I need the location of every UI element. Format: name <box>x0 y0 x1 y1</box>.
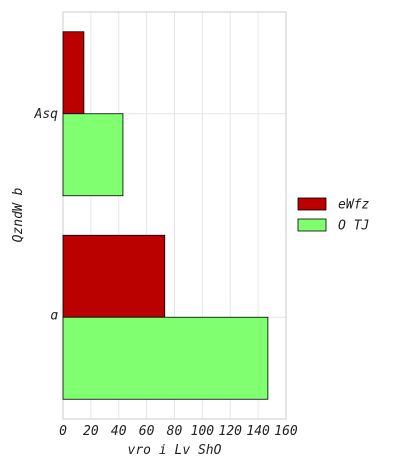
x-tick-label: 120 <box>219 424 243 439</box>
bars <box>62 31 269 400</box>
legend-label: eWfz <box>338 198 369 213</box>
x-tick-label: 40 <box>111 424 127 439</box>
x-tick-label: 160 <box>274 424 298 439</box>
x-tick-label: 140 <box>246 424 270 439</box>
y-tick-label: ɑ <box>50 308 58 323</box>
bar-series-2 <box>62 113 124 197</box>
x-tick-label: 0 <box>59 424 67 439</box>
legend: eWfz O TJ <box>297 197 369 234</box>
plot-area <box>62 11 287 420</box>
x-tick-label: 100 <box>191 424 215 439</box>
y-axis-ticks: Asq ɑ <box>34 107 59 324</box>
x-tick-label: 20 <box>83 424 99 439</box>
y-axis-label: QzndW b <box>11 187 26 242</box>
legend-swatch <box>297 197 327 211</box>
bar-series-1 <box>62 31 85 115</box>
bar-series-2 <box>62 316 269 400</box>
x-tick-label: 60 <box>139 424 155 439</box>
legend-label: O TJ <box>338 219 369 234</box>
x-axis-ticks: 0 20 40 60 80 100 120 140 160 <box>59 424 298 439</box>
x-axis-label: vro i Lv ShO <box>128 443 222 458</box>
x-tick-label: 80 <box>167 424 183 439</box>
legend-swatch <box>297 218 327 232</box>
bar-series-1 <box>62 234 166 318</box>
y-tick-label: Asq <box>34 107 59 122</box>
